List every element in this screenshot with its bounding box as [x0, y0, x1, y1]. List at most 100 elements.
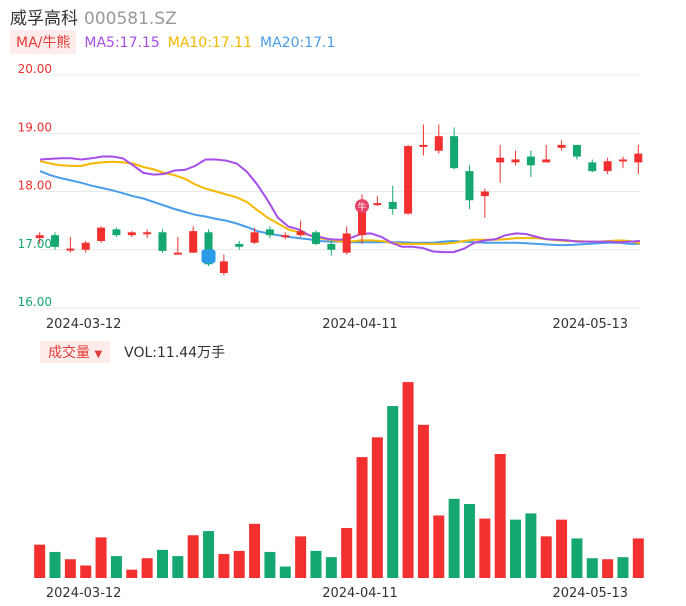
candle-body — [296, 231, 305, 236]
candle-body — [204, 232, 213, 265]
candlestick — [296, 220, 305, 237]
candlestick — [158, 229, 167, 253]
candlestick — [112, 227, 121, 237]
volume-bars — [34, 382, 644, 578]
candle-body — [496, 157, 505, 163]
volume-date-axis: 2024-03-12 2024-04-11 2024-05-13 — [46, 586, 628, 601]
candlestick — [143, 229, 152, 239]
candle-body — [542, 159, 551, 163]
candlestick — [265, 226, 274, 239]
candlestick — [173, 236, 182, 255]
candlesticks — [35, 124, 643, 276]
candle-body — [112, 229, 121, 236]
volume-bar — [279, 566, 291, 578]
candlestick — [327, 241, 336, 256]
candlestick — [542, 144, 551, 163]
candle-body — [219, 261, 228, 274]
candlestick — [419, 124, 428, 156]
candle-body — [434, 136, 443, 151]
date-tick-label: 2024-05-13 — [552, 317, 628, 332]
candle-body — [465, 171, 474, 201]
candle-body — [634, 153, 643, 163]
ma10-label: MA10:17.11 — [167, 35, 253, 51]
marker-badge — [201, 249, 216, 264]
volume-bar — [187, 535, 199, 578]
candlestick — [634, 144, 643, 175]
volume-date-tick-label: 2024-04-11 — [322, 586, 398, 601]
candle-body — [51, 235, 60, 247]
volume-bar — [556, 519, 568, 578]
candle-body — [480, 191, 489, 197]
price-tick-label: 19.00 — [18, 120, 52, 134]
candle-body — [388, 201, 397, 209]
ma5-label: MA5:17.15 — [84, 35, 160, 51]
volume-bar — [295, 536, 307, 578]
candlestick — [404, 144, 413, 215]
stock-name: 威孚高科 — [10, 9, 78, 29]
candle-body — [342, 233, 351, 253]
volume-bar — [586, 558, 598, 578]
marker-label: 牛 — [358, 201, 367, 213]
candle-body — [66, 248, 75, 251]
price-grid — [40, 74, 640, 309]
volume-bar — [494, 453, 506, 578]
volume-date-tick-label: 2024-05-13 — [552, 586, 628, 601]
candle-body — [311, 232, 320, 244]
volume-value: VOL:11.44万手 — [124, 345, 226, 361]
price-tick-label: 20.00 — [18, 62, 52, 76]
candlestick — [66, 236, 75, 253]
signal-marker[interactable] — [201, 249, 216, 264]
volume-bar — [233, 550, 245, 578]
candlestick — [450, 127, 459, 170]
candlestick — [480, 188, 489, 218]
volume-bar — [64, 559, 76, 578]
candle-body — [189, 231, 198, 253]
price-tick-label: 18.00 — [18, 179, 52, 193]
volume-bar — [433, 515, 445, 578]
ma20-label: MA20:17.1 — [260, 35, 336, 51]
volume-bar — [371, 437, 383, 578]
candlestick — [496, 144, 505, 183]
caret-down-icon: ▼ — [94, 349, 103, 360]
volume-bar — [387, 406, 399, 578]
candle-body — [588, 162, 597, 172]
candle-body — [143, 232, 152, 235]
ma-indicator-selector[interactable]: MA/牛熊 — [10, 30, 77, 54]
stock-header: 威孚高科 000581.SZ — [10, 4, 177, 29]
candlestick — [51, 232, 60, 250]
candle-body — [358, 206, 367, 236]
bull-signal-marker[interactable]: 牛 — [355, 199, 370, 214]
candle-body — [557, 144, 566, 148]
volume-bar — [249, 523, 261, 578]
candle-body — [173, 252, 182, 255]
candle-body — [603, 161, 612, 172]
candle-body — [250, 232, 259, 243]
candlestick — [526, 150, 535, 177]
candlestick — [373, 196, 382, 207]
volume-bar — [356, 457, 368, 578]
volume-bar — [156, 549, 168, 578]
candle-body — [158, 232, 167, 251]
candlestick — [557, 140, 566, 151]
volume-bar — [34, 544, 46, 578]
ma10-line — [39, 160, 641, 245]
ma5-line — [39, 155, 641, 254]
volume-indicator-selector[interactable]: 成交量 ▼ — [40, 341, 111, 363]
candlestick — [97, 226, 106, 243]
candlestick — [127, 231, 136, 237]
volume-bar — [264, 551, 276, 578]
marker-badge — [355, 199, 370, 214]
volume-bar — [49, 551, 61, 578]
candlestick — [572, 144, 581, 160]
volume-bar — [632, 538, 644, 578]
volume-bar — [540, 536, 552, 578]
volume-bar — [402, 382, 414, 578]
candle-body — [327, 243, 336, 250]
candlestick — [388, 185, 397, 215]
volume-bar — [218, 554, 230, 578]
candle-body — [373, 203, 382, 206]
signal-markers: 牛 — [201, 199, 370, 264]
candlestick — [511, 150, 520, 166]
candlestick — [250, 227, 259, 244]
candle-body — [572, 144, 581, 157]
